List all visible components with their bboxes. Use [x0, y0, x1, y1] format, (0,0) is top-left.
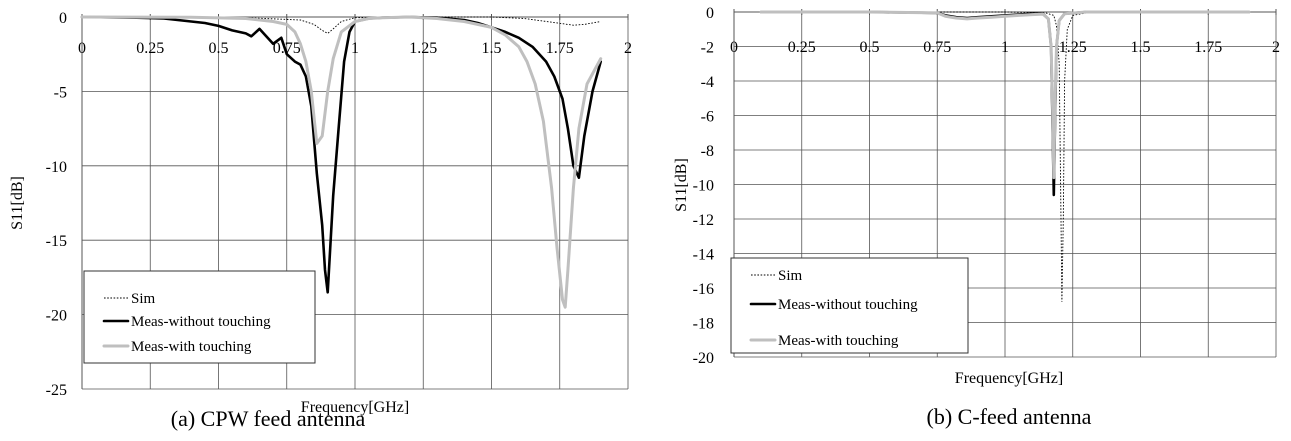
x-tick-label: 1.25: [409, 40, 437, 57]
legend-box: [83, 270, 316, 364]
y-tick-label: -16: [693, 281, 714, 298]
y-tick-label: -6: [701, 109, 714, 126]
legend-label-meas-with-touching: Meas-with touching: [778, 333, 899, 349]
x-tick-label: 1.5: [1131, 39, 1151, 56]
x-tick-label: 0.25: [136, 40, 164, 57]
x-tick-label: 2: [1272, 39, 1280, 56]
x-tick-label: 1.75: [546, 40, 574, 57]
x-tick-label: 0.5: [860, 39, 880, 56]
y-tick-label: -25: [46, 382, 67, 399]
legend-label-sim: Sim: [778, 268, 803, 284]
y-tick-label: -8: [701, 143, 714, 160]
legend: Sim Meas-without touching Meas-with touchi…: [83, 270, 316, 364]
x-tick-label: 2: [624, 40, 632, 57]
y-tick-label: 0: [59, 10, 67, 27]
y-tick-label: -20: [693, 350, 714, 367]
x-tick-label: 1.75: [1194, 39, 1222, 56]
meas-without-touching-line: [80, 15, 602, 294]
chart-caption: (a) CPW feed antenna: [171, 406, 366, 431]
y-tick-label: -10: [693, 178, 714, 195]
series-group: [80, 15, 603, 309]
y-tick-label: -5: [54, 84, 67, 101]
x-tick-label: 0.75: [273, 40, 301, 57]
x-tick-label: 0: [730, 39, 738, 56]
x-tick-label: 1.5: [482, 40, 502, 57]
legend-label-meas-without-touching: Meas-without touching: [131, 314, 271, 330]
y-axis-title: S11[dB]: [673, 158, 690, 212]
legend: Sim Meas-without touching Meas-with touchi…: [730, 257, 969, 354]
legend-box: [730, 257, 969, 354]
y-tick-label: -14: [693, 247, 714, 264]
sim-line: [761, 11, 1249, 302]
meas-with-touching-line: [80, 15, 603, 309]
y-tick-label: -4: [701, 74, 714, 91]
chart-caption: (b) C-feed antenna: [927, 404, 1092, 429]
x-tick-label: 1.25: [1059, 39, 1087, 56]
y-tick-label: -10: [46, 159, 67, 176]
x-tick-label: 0.5: [209, 40, 229, 57]
y-tick-label: -15: [46, 233, 67, 250]
legend-label-meas-without-touching: Meas-without touching: [778, 297, 918, 313]
x-axis-title: Frequency[GHz]: [301, 399, 409, 416]
y-tick-label: -12: [693, 212, 714, 229]
x-tick-label: 0.75: [923, 39, 951, 56]
y-tick-label: -20: [46, 308, 67, 325]
chart-a: 0 0.25 0.5 0.75 1 1.25 1.5 1.75 2 0 -5 -10 -15 -20 -25…: [9, 10, 632, 431]
gridlines: [734, 12, 1277, 358]
y-axis-title: S11[dB]: [9, 176, 26, 230]
series-group: [759, 10, 1251, 302]
x-tick-label: 0: [78, 40, 86, 57]
chart-b: 0 0.25 0.5 0.75 1 1.25 1.5 1.75 2 0 -2 -4 -6 -8 -10 -12…: [673, 5, 1280, 429]
y-tick-label: -2: [701, 40, 714, 57]
legend-label-meas-with-touching: Meas-with touching: [131, 339, 252, 355]
y-tick-label: 0: [706, 5, 714, 22]
meas-with-touching-line: [759, 10, 1251, 180]
x-tick-label: 0.25: [788, 39, 816, 56]
sim-line: [81, 16, 601, 34]
y-tick-label: -18: [693, 316, 714, 333]
x-axis-title: Frequency[GHz]: [955, 370, 1063, 387]
x-tick-label: 1: [351, 40, 359, 57]
x-tick-label: 1: [1001, 39, 1009, 56]
legend-label-sim: Sim: [131, 291, 156, 307]
